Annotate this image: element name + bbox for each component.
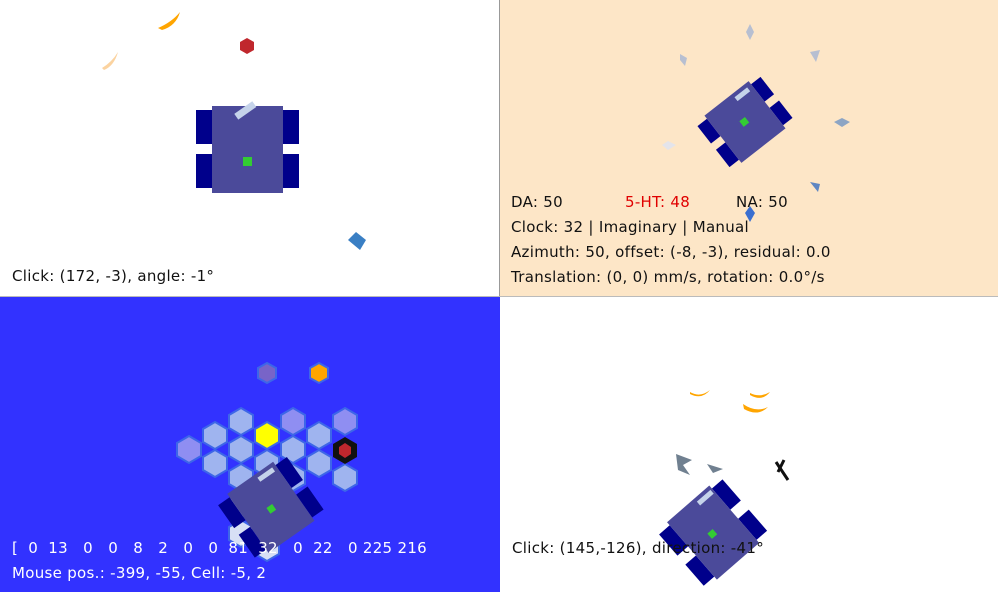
- robot-sensor: [257, 467, 276, 482]
- robot-center-marker: [243, 157, 252, 166]
- scene-top-right[interactable]: [500, 0, 998, 296]
- wheel: [659, 525, 689, 556]
- robot-body: [212, 106, 283, 193]
- wheel: [685, 555, 715, 586]
- robot-center-marker: [707, 529, 718, 539]
- wheel: [711, 479, 741, 510]
- cell-array: [ 0 13 0 0 8 2 0 0 81 32 0 22 0 225 216: [12, 539, 428, 557]
- robot-sensor: [696, 489, 714, 506]
- wheel: [738, 509, 768, 540]
- wheel: [296, 486, 324, 518]
- robot-center-marker: [266, 504, 277, 514]
- panel-top-right[interactable]: DA: 50 5-HT: 48 NA: 50 Clock: 32 | Imagi…: [500, 0, 998, 296]
- diamond-marker: [662, 141, 676, 150]
- diamond-marker: [746, 24, 754, 40]
- food-item: [158, 12, 180, 30]
- hex-cell-highlight[interactable]: [254, 420, 280, 451]
- wheel: [283, 154, 299, 188]
- robot-center-marker: [739, 117, 750, 127]
- wheel: [275, 457, 303, 489]
- mouse-position: Mouse pos.: -399, -55, Cell: -5, 2: [12, 564, 267, 582]
- neuro-da: DA: 50: [511, 193, 563, 211]
- clock-status: Clock: 32 | Imaginary | Manual: [511, 218, 750, 236]
- hex-cell[interactable]: [280, 406, 306, 437]
- food-item: [743, 404, 768, 413]
- hex-cell-obstacle-core: [339, 443, 351, 458]
- arrow-marker: [707, 464, 723, 473]
- wheel: [283, 110, 299, 144]
- panel-top-left[interactable]: Click: (172, -3), angle: -1°: [0, 0, 499, 296]
- diamond-marker: [348, 232, 366, 250]
- horizontal-divider: [0, 296, 998, 297]
- diamond-marker: [680, 54, 687, 66]
- robot[interactable]: [216, 454, 326, 561]
- hex-cell[interactable]: [176, 434, 202, 465]
- hex-cell[interactable]: [228, 434, 254, 465]
- wheel: [196, 110, 212, 144]
- hex-cell: [257, 361, 277, 385]
- robot[interactable]: [656, 476, 769, 588]
- diamond-marker: [810, 50, 820, 62]
- hex-grid-map[interactable]: [0, 297, 500, 592]
- azimuth-status: Azimuth: 50, offset: (-8, -3), residual:…: [511, 243, 831, 261]
- food-item: [102, 52, 118, 70]
- panel-bottom-right[interactable]: Click: (145,-126), direction: -41°: [500, 297, 998, 592]
- neuro-5ht: 5-HT: 48: [625, 193, 691, 211]
- vertical-divider: [499, 0, 500, 296]
- hex-cell-target: [309, 361, 329, 385]
- panel-bottom-left[interactable]: [ 0 13 0 0 8 2 0 0 81 32 0 22 0 225 216 …: [0, 297, 500, 592]
- click-status: Click: (145,-126), direction: -41°: [512, 539, 765, 557]
- wheel: [769, 100, 793, 126]
- robot-sensor: [234, 101, 257, 120]
- robot[interactable]: [196, 101, 299, 193]
- hex-cell[interactable]: [332, 406, 358, 437]
- hex-cell[interactable]: [332, 462, 358, 493]
- wheel: [218, 497, 246, 529]
- food-item: [690, 390, 710, 397]
- diamond-marker: [745, 206, 755, 222]
- wheel: [751, 76, 775, 102]
- scene-top-left[interactable]: [0, 0, 499, 296]
- arrow-marker: [676, 454, 692, 475]
- click-status: Click: (172, -3), angle: -1°: [12, 267, 215, 285]
- robot[interactable]: [695, 74, 795, 171]
- neuro-na: NA: 50: [736, 193, 788, 211]
- hexagon-marker: [240, 38, 254, 54]
- hex-cell[interactable]: [306, 420, 332, 451]
- wheel: [196, 154, 212, 188]
- hex-cell[interactable]: [228, 406, 254, 437]
- diamond-marker: [834, 118, 850, 127]
- wheel: [715, 142, 739, 168]
- hex-cell[interactable]: [306, 448, 332, 479]
- scene-bottom-right[interactable]: [500, 297, 998, 592]
- robot-sensor: [734, 87, 751, 102]
- wheel: [697, 118, 721, 144]
- hex-cell[interactable]: [202, 448, 228, 479]
- translation-status: Translation: (0, 0) mm/s, rotation: 0.0°…: [511, 268, 825, 286]
- x-marker: [774, 459, 790, 481]
- diamond-marker: [810, 182, 820, 192]
- hex-cell[interactable]: [202, 420, 228, 451]
- food-item: [750, 392, 770, 398]
- wheel: [238, 526, 267, 558]
